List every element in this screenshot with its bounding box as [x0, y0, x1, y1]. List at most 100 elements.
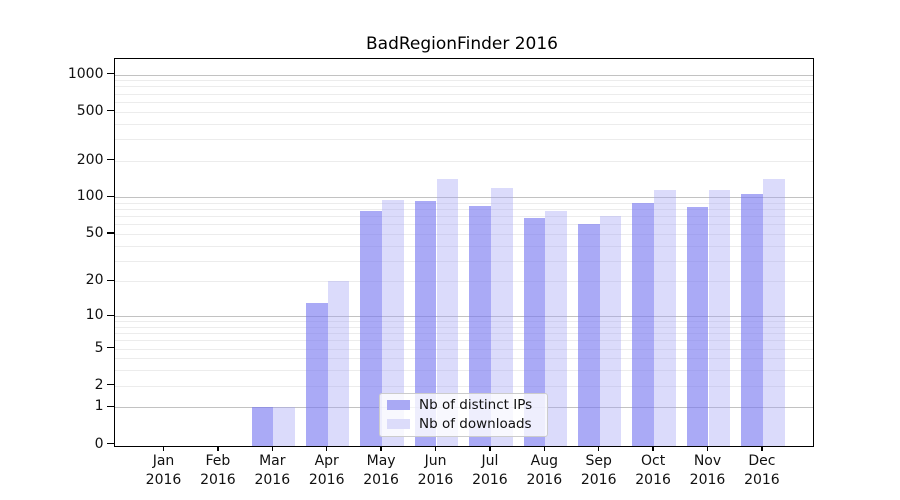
x-tick-month: Mar [259, 453, 286, 469]
bar-ips-may [360, 210, 383, 446]
gridline-minor [114, 245, 813, 247]
x-tick-mark [326, 446, 328, 451]
x-tick-label-feb: Feb 2016 [182, 452, 254, 490]
gridline-minor [114, 111, 813, 113]
bar-ips-oct [632, 202, 655, 446]
x-tick-month: May [366, 453, 396, 469]
y-tick-mark [106, 232, 114, 234]
y-tick-label: 50 [85, 224, 104, 241]
y-tick-label: 2 [94, 376, 104, 393]
legend-swatch-distinct-ips [387, 400, 410, 410]
x-tick-month: Feb [205, 453, 231, 469]
x-tick-label-may: May 2016 [345, 452, 417, 490]
gridline-minor [114, 160, 813, 162]
bar-downloads-apr [327, 281, 350, 446]
y-tick-mark [106, 314, 114, 316]
x-tick-mark [761, 446, 763, 451]
x-tick-month: Dec [748, 453, 776, 469]
x-tick-month: Jun [424, 453, 447, 469]
x-tick-year: 2016 [580, 472, 617, 488]
bar-ips-nov [686, 206, 709, 446]
gridline-major [114, 74, 813, 76]
bar-ips-sep [577, 224, 600, 446]
bar-ips-apr [305, 303, 328, 446]
gridline-minor [114, 321, 813, 323]
bar-downloads-sep [599, 216, 622, 446]
bar-ips-jun [414, 201, 437, 446]
y-tick-mark [106, 384, 114, 386]
gridline-minor [114, 80, 813, 82]
x-tick-mark [162, 446, 165, 451]
bar-downloads-aug [545, 210, 568, 446]
gridline-minor [114, 101, 813, 103]
x-tick-month: Aug [530, 453, 558, 469]
gridline-minor [114, 348, 813, 350]
y-tick-label: 1000 [67, 65, 104, 82]
x-tick-month: Jan [152, 453, 175, 469]
legend-row-distinct-ips: Nb of distinct IPs [380, 397, 547, 413]
x-tick-year: 2016 [635, 472, 671, 488]
gridline-minor [114, 123, 813, 125]
x-tick-year: 2016 [526, 472, 563, 488]
y-tick-label: 200 [76, 151, 104, 168]
y-tick-label: 10 [85, 307, 104, 324]
y-tick-mark [106, 73, 114, 75]
x-tick-mark [598, 446, 600, 451]
legend-row-downloads: Nb of downloads [380, 416, 547, 432]
gridline-minor [114, 385, 813, 387]
y-tick-label: 20 [85, 272, 104, 289]
x-tick-year: 2016 [689, 472, 726, 488]
x-tick-label-sep: Sep 2016 [563, 452, 635, 490]
x-tick-mark [217, 446, 219, 451]
bar-downloads-nov [708, 189, 731, 446]
gridline-minor [114, 93, 813, 95]
y-tick-mark [106, 110, 114, 112]
gridline-minor [114, 260, 813, 262]
gridline-minor [114, 209, 813, 211]
x-tick-month: Nov [693, 453, 722, 469]
x-tick-year: 2016 [363, 472, 399, 488]
bar-ips-jul [469, 205, 491, 446]
chart-title: BadRegionFinder 2016 [365, 34, 558, 54]
x-tick-mark [380, 446, 382, 451]
gridline-minor [114, 224, 813, 226]
y-tick-label: 0 [94, 435, 104, 452]
gridline-major [114, 316, 813, 318]
x-tick-mark [489, 446, 491, 451]
gridline-minor [114, 202, 813, 204]
bar-ips-aug [523, 217, 546, 446]
gridline-minor [114, 233, 813, 235]
x-tick-year: 2016 [472, 472, 508, 488]
x-tick-month: Jul [481, 453, 499, 469]
x-tick-year: 2016 [417, 472, 454, 488]
x-tick-label-oct: Oct 2016 [617, 452, 689, 490]
x-tick-mark [652, 446, 654, 451]
x-tick-mark [434, 446, 437, 451]
x-tick-year: 2016 [145, 472, 182, 488]
bar-downloads-jun [436, 178, 459, 446]
x-tick-year: 2016 [254, 472, 291, 488]
y-tick-mark [106, 279, 114, 282]
y-tick-mark [106, 405, 114, 408]
bar-downloads-jul [490, 187, 513, 446]
x-tick-mark [706, 446, 709, 451]
x-tick-year: 2016 [200, 472, 236, 488]
y-tick-mark [106, 195, 114, 198]
legend-swatch-downloads [387, 419, 410, 429]
x-tick-label-jul: Jul 2016 [454, 452, 526, 490]
x-tick-label-jan: Jan 2016 [128, 452, 200, 490]
gridline-minor [114, 138, 813, 140]
plot-area [113, 58, 814, 447]
x-tick-label-mar: Mar 2016 [236, 452, 308, 490]
x-tick-year: 2016 [308, 472, 345, 488]
bar-downloads-mar [273, 407, 296, 446]
x-tick-month: Oct [640, 453, 666, 469]
gridline-minor [114, 86, 813, 88]
bar-downloads-oct [654, 189, 676, 446]
y-tick-mark [106, 443, 114, 445]
legend-label-downloads: Nb of downloads [419, 416, 532, 432]
y-tick-mark [106, 347, 114, 349]
gridline-minor [114, 370, 813, 372]
y-tick-label: 100 [76, 188, 104, 205]
